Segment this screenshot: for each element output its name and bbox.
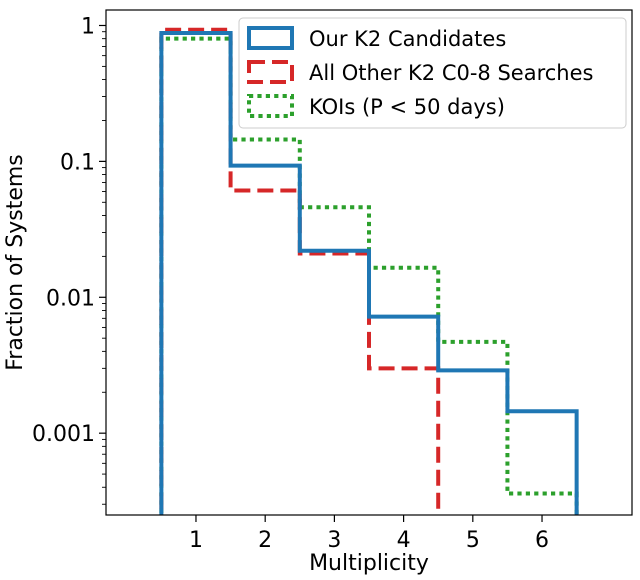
- y-axis-label: Fraction of Systems: [3, 154, 28, 371]
- legend-swatch-2: [247, 60, 294, 84]
- x-tick-label: 2: [258, 528, 272, 553]
- y-tick-label: 1: [81, 14, 95, 39]
- x-tick-label: 3: [327, 528, 341, 553]
- legend-swatch-1: [247, 26, 294, 50]
- x-axis-ticks: 1 2 3 4 5 6: [189, 515, 549, 553]
- x-tick-label: 1: [189, 528, 203, 553]
- legend-box: [238, 17, 627, 129]
- series-line-1: [159, 31, 579, 515]
- series-line-2: [159, 27, 441, 515]
- legend-entries: Our K2 Candidates All Other K2 C0-8 Searc…: [247, 26, 593, 119]
- plot-frame: [105, 9, 633, 516]
- legend-label-1: Our K2 Candidates: [309, 27, 506, 51]
- x-tick-label: 5: [466, 528, 480, 553]
- y-axis-ticks: 0.001 0.01 0.1 1: [32, 14, 106, 505]
- legend-swatch-3: [247, 94, 294, 118]
- y-tick-label: 0.001: [32, 422, 95, 447]
- legend: Our K2 Candidates All Other K2 C0-8 Searc…: [238, 17, 627, 129]
- series-layer: [159, 27, 579, 515]
- x-axis-label: Multiplicity: [309, 551, 429, 576]
- legend-label-3: KOIs (P < 50 days): [309, 95, 505, 119]
- y-tick-label: 0.01: [46, 286, 95, 311]
- legend-label-2: All Other K2 C0-8 Searches: [309, 61, 593, 85]
- x-tick-label: 6: [535, 528, 549, 553]
- y-tick-label: 0.1: [60, 150, 95, 175]
- x-tick-label: 4: [397, 528, 411, 553]
